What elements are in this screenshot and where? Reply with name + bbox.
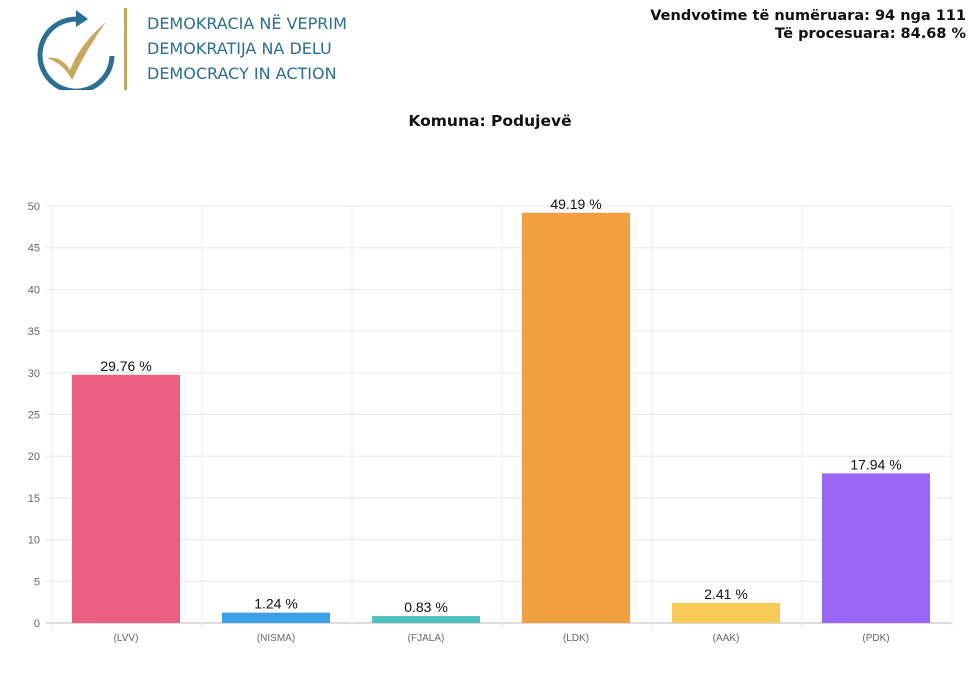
- chart-title: Komuna: Podujevë: [408, 112, 572, 130]
- org-name-albanian: DEMOKRACIA NË VEPRIM: [147, 14, 347, 33]
- y-tick-label: 30: [28, 368, 40, 380]
- y-tick-label: 20: [28, 451, 40, 463]
- data-label: 17.94 %: [850, 456, 901, 472]
- bar-aak: [672, 602, 780, 623]
- data-label: 0.83 %: [404, 599, 448, 615]
- y-tick-label: 25: [28, 410, 40, 422]
- bar-nisma: [222, 612, 330, 623]
- x-tick-label: (PDK): [862, 633, 889, 644]
- y-tick-label: 45: [28, 243, 40, 255]
- x-tick-label: (FJALA): [408, 633, 445, 644]
- polling-stations-counted: Vendvotime të numëruara: 94 nga 111: [650, 8, 966, 24]
- x-tick-label: (LVV): [114, 633, 139, 644]
- y-tick-label: 10: [28, 535, 40, 547]
- bar-fjala: [372, 616, 480, 623]
- stats-panel: Vendvotime të numëruara: 94 nga 111 Të p…: [650, 7, 966, 43]
- x-tick-label: (LDK): [563, 633, 589, 644]
- y-tick-label: 5: [34, 576, 40, 588]
- org-name-english: DEMOCRACY IN ACTION: [147, 64, 337, 83]
- data-label: 1.24 %: [254, 596, 298, 612]
- y-tick-label: 40: [28, 284, 40, 296]
- logo-icon: [37, 8, 127, 90]
- x-tick-label: (AAK): [713, 633, 740, 644]
- data-label: 29.76 %: [100, 358, 151, 374]
- data-label: 2.41 %: [704, 586, 748, 602]
- org-name-serbian: DEMOKRATIJA NA DELU: [147, 39, 332, 58]
- processed-percent: Të procesuara: 84.68 %: [774, 26, 966, 42]
- y-tick-label: 50: [28, 201, 40, 213]
- y-tick-label: 0: [34, 618, 40, 630]
- y-tick-label: 15: [28, 493, 40, 505]
- x-tick-label: (NISMA): [257, 633, 295, 644]
- bar-lvv: [72, 374, 180, 623]
- y-tick-label: 35: [28, 326, 40, 338]
- bar-pdk: [822, 473, 930, 623]
- data-label: 49.19 %: [550, 196, 601, 212]
- bar-ldk: [522, 212, 630, 623]
